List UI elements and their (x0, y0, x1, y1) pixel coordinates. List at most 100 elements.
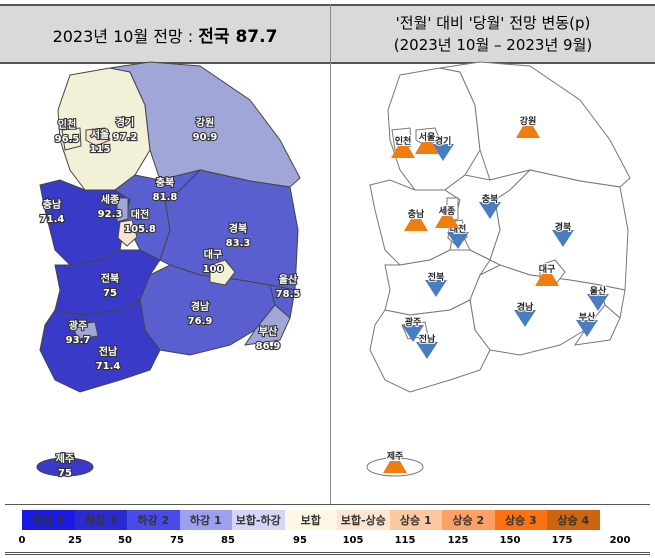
change-down-marker (402, 325, 424, 342)
region-name-label: 대전 (131, 208, 149, 221)
right-change-map (366, 61, 631, 477)
region-value-label: 76.9 (188, 316, 213, 327)
change-region-label: 부산 (579, 311, 596, 323)
legend-item: 상승 3 (494, 510, 547, 530)
change-up-marker (404, 219, 428, 231)
change-down-marker (425, 280, 447, 297)
outline-14 (391, 127, 412, 151)
region-16 (36, 457, 94, 477)
right-panel-header: '전월' 대비 '당월' 전망 변동(p) (2023년 10월 – 2023년… (331, 4, 655, 64)
region-name-label: 경북 (229, 222, 247, 235)
change-region-label: 울산 (590, 285, 607, 297)
region-name-label: 경남 (191, 300, 210, 313)
region-10 (209, 259, 236, 286)
change-region-label: 충북 (482, 193, 499, 205)
region-name-label: 울산 (279, 273, 298, 286)
region-9 (243, 304, 291, 346)
change-region-label: 강원 (520, 115, 537, 127)
region-value-label: 71.4 (96, 361, 121, 372)
legend-divider (5, 504, 650, 505)
region-value-label: 86.9 (256, 341, 281, 352)
change-region-label: 전북 (428, 271, 445, 283)
region-name-label: 강원 (196, 116, 214, 129)
legend-item: 상승 2 (442, 510, 495, 530)
change-up-marker (535, 274, 559, 286)
change-region-label: 제주 (387, 450, 404, 462)
change-down-marker (576, 320, 598, 337)
region-7 (39, 299, 161, 393)
change-up-marker (435, 216, 459, 228)
change-region-label: 전남 (419, 333, 436, 345)
legend-tick: 200 (609, 535, 631, 546)
region-name-label: 세종 (101, 193, 119, 206)
legend-tick: 95 (293, 535, 307, 546)
region-value-label: 105.8 (124, 224, 156, 235)
left-choropleth-map: 경기 97.2 강원 90.9 충남 71.4 충북 81.8 경북 83.3 전북 75 경남 76.9… (36, 61, 301, 480)
change-up-marker (391, 146, 415, 158)
region-value-label: 90.9 (193, 132, 218, 143)
change-region-label: 인천 (395, 136, 412, 147)
region-name-label: 전북 (101, 272, 119, 285)
legend-tick: 85 (221, 535, 235, 546)
legend-item: 보합-하강 (232, 510, 285, 530)
legend-tick: 25 (68, 535, 82, 546)
region-value-label: 93.7 (66, 335, 91, 346)
left-panel-header: 2023년 10월 전망 : 전국 87.7 (0, 4, 330, 64)
change-down-marker (514, 310, 536, 327)
change-up-marker (383, 461, 407, 473)
legend: 하강 4 하강 3 하강 2 하강 1 보합-하강 보합 보합-상승 상승 1 상승 2 상승 3… (22, 510, 600, 530)
region-value-label: 81.8 (153, 192, 178, 203)
region-11 (117, 219, 138, 247)
bottom-rule (5, 552, 650, 555)
region-name-label: 충남 (43, 198, 62, 211)
region-name-label: 부산 (259, 325, 278, 338)
change-down-marker (552, 230, 574, 247)
region-15 (71, 321, 99, 340)
change-down-marker (479, 202, 501, 219)
change-region-label: 경기 (435, 135, 452, 147)
region-name-label: 인천 (58, 118, 76, 131)
change-region-label: 대구 (539, 263, 556, 275)
region-value-label: 71.4 (40, 214, 65, 225)
change-down-marker (447, 232, 469, 249)
region-value-label: 115 (90, 144, 111, 155)
region-name-label: 서울 (91, 128, 109, 141)
region-value-label: 78.5 (276, 289, 301, 300)
region-name-label: 경기 (116, 116, 134, 129)
left-panel-title: 2023년 10월 전망 : 전국 87.7 (53, 22, 278, 47)
region-value-label: 96.5 (55, 134, 80, 145)
panel-divider (330, 4, 331, 504)
legend-item: 하강 1 (179, 510, 232, 530)
legend-item: 하강 2 (127, 510, 180, 530)
region-name-label: 제주 (56, 452, 74, 465)
region-value-label: 97.2 (113, 132, 138, 143)
change-down-marker (416, 342, 438, 359)
legend-item: 하강 3 (74, 510, 127, 530)
region-value-label: 75 (103, 288, 117, 299)
outline-13 (415, 127, 441, 147)
title-prefix: 2023년 10월 전망 : (52, 26, 199, 46)
national-value: 전국 87.7 (198, 26, 278, 47)
legend-tick: 105 (342, 535, 364, 546)
region-value-label: 75 (58, 468, 72, 479)
region-name-label: 광주 (69, 320, 87, 332)
region-14 (61, 127, 82, 151)
legend-tick: 175 (551, 535, 573, 546)
region-name-label: 대구 (204, 248, 222, 261)
legend-tick: 50 (118, 535, 132, 546)
legend-item: 보합-상승 (337, 510, 390, 530)
region-name-label: 충북 (156, 176, 174, 189)
legend-tick: 0 (18, 535, 26, 546)
region-13 (85, 127, 111, 147)
legend-ticks: 0 25 50 75 85 95 105 115 125 150 175 200 (0, 535, 655, 549)
legend-item: 상승 4 (547, 510, 600, 530)
region-value-label: 100 (203, 264, 224, 275)
legend-tick: 150 (499, 535, 521, 546)
change-region-label: 서울 (419, 131, 436, 143)
legend-tick: 115 (394, 535, 416, 546)
maps-svg: 경기 97.2 강원 90.9 충남 71.4 충북 81.8 경북 83.3 전북 75 경남 76.9… (36, 61, 631, 480)
change-down-marker (587, 294, 609, 311)
right-panel-subtitle: (2023년 10월 – 2023년 9월) (393, 36, 593, 54)
legend-tick: 75 (170, 535, 184, 546)
